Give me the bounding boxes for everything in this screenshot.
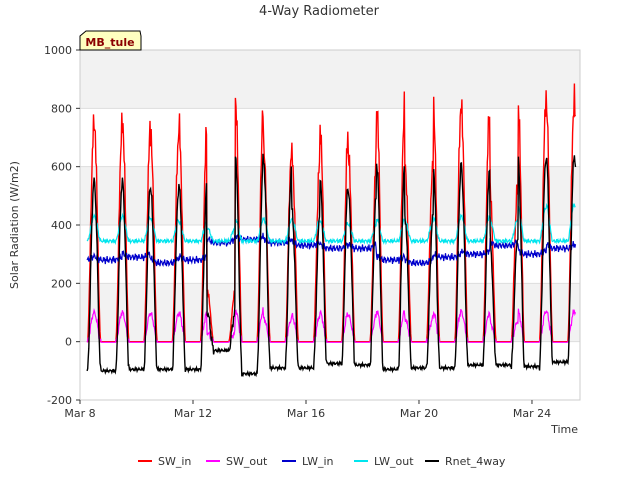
y-tick-label: -200 bbox=[47, 394, 72, 407]
plot-background bbox=[80, 50, 580, 400]
chart-title: 4-Way Radiometer bbox=[259, 4, 380, 19]
legend-label: SW_in bbox=[158, 455, 191, 468]
legend-item: Rnet_4way bbox=[425, 455, 506, 468]
x-tick-label: Mar 8 bbox=[64, 407, 95, 420]
y-tick-label: 800 bbox=[51, 102, 72, 115]
y-tick-label: 1000 bbox=[44, 44, 72, 57]
y-axis: -200 0 200 400 600 800 1000 bbox=[44, 44, 80, 407]
y-tick-label: 0 bbox=[65, 336, 72, 349]
x-tick-label: Mar 20 bbox=[400, 407, 438, 420]
series-line-rnet-4way bbox=[86, 153, 577, 378]
y-tick-label: 400 bbox=[51, 219, 72, 232]
site-badge-label: MB_tule bbox=[85, 36, 134, 49]
series-line-lw-out bbox=[86, 202, 576, 246]
series-layer bbox=[86, 83, 577, 378]
y-axis-label: Solar Radiation (W/m2) bbox=[8, 161, 21, 289]
legend-item: LW_out bbox=[354, 455, 414, 468]
plot-band bbox=[80, 341, 580, 400]
plot-band bbox=[80, 108, 580, 167]
legend-item: LW_in bbox=[282, 455, 334, 468]
plot-band bbox=[80, 225, 580, 284]
x-tick-label: Mar 12 bbox=[174, 407, 212, 420]
series-line-lw-in bbox=[86, 232, 577, 268]
legend-item: SW_in bbox=[138, 455, 191, 468]
legend-label: LW_in bbox=[302, 455, 334, 468]
legend: SW_in SW_out LW_in LW_out Rnet_4way bbox=[138, 455, 506, 468]
legend-label: SW_out bbox=[226, 455, 268, 468]
x-tick-label: Mar 24 bbox=[513, 407, 551, 420]
legend-item: SW_out bbox=[206, 455, 268, 468]
legend-label: Rnet_4way bbox=[445, 455, 506, 468]
y-tick-label: 200 bbox=[51, 277, 72, 290]
x-axis-label: Time bbox=[550, 423, 578, 436]
x-axis: Mar 8 Mar 12 Mar 16 Mar 20 Mar 24 bbox=[64, 400, 551, 420]
x-tick-label: Mar 16 bbox=[287, 407, 325, 420]
plot-band bbox=[80, 166, 580, 225]
plot-band bbox=[80, 50, 580, 109]
plot-band bbox=[80, 283, 580, 342]
site-badge-box bbox=[79, 30, 142, 51]
site-badge: MB_tule bbox=[79, 30, 142, 51]
y-tick-label: 600 bbox=[51, 161, 72, 174]
legend-label: LW_out bbox=[374, 455, 414, 468]
